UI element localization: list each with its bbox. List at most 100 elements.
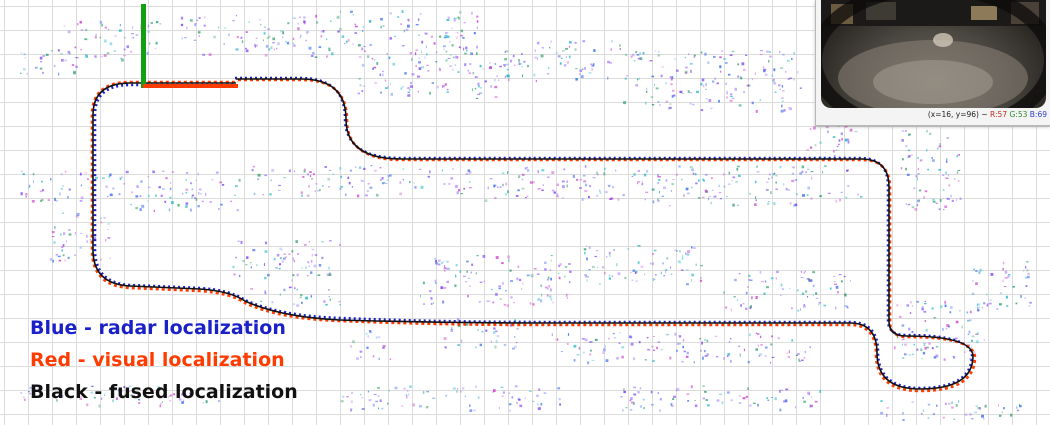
point-cloud-point xyxy=(77,23,79,26)
point-cloud-point xyxy=(218,208,220,210)
point-cloud-point xyxy=(638,341,641,344)
point-cloud-point xyxy=(983,418,985,420)
point-cloud-point xyxy=(791,339,794,342)
point-cloud-point xyxy=(719,197,722,199)
point-cloud-point xyxy=(803,400,806,403)
point-cloud-point xyxy=(466,49,468,52)
point-cloud-point xyxy=(917,199,920,203)
point-cloud-point xyxy=(379,73,382,76)
point-cloud-point xyxy=(685,187,689,191)
point-cloud-point xyxy=(308,46,312,50)
point-cloud-point xyxy=(457,16,460,19)
point-cloud-point xyxy=(203,24,206,27)
point-cloud-point xyxy=(738,345,740,347)
point-cloud-point xyxy=(541,293,543,297)
point-cloud-point xyxy=(580,75,584,79)
point-cloud-point xyxy=(228,33,230,36)
point-cloud-point xyxy=(308,241,310,243)
point-cloud-point xyxy=(237,240,240,242)
point-cloud-point xyxy=(286,41,290,45)
point-cloud-point xyxy=(769,55,772,58)
point-cloud-point xyxy=(927,417,930,420)
point-cloud-point xyxy=(330,20,332,22)
point-cloud-point xyxy=(738,395,741,397)
point-cloud-point xyxy=(369,186,373,189)
point-cloud-point xyxy=(211,179,214,181)
point-cloud-point xyxy=(623,390,626,394)
point-cloud-point xyxy=(543,392,547,394)
point-cloud-point xyxy=(561,351,564,352)
point-cloud-point xyxy=(128,385,131,388)
point-cloud-point xyxy=(204,16,206,19)
point-cloud-point xyxy=(29,392,31,395)
point-cloud-point xyxy=(431,82,434,84)
point-cloud-point xyxy=(630,401,634,404)
point-cloud-point xyxy=(169,187,172,191)
point-cloud-point xyxy=(91,385,94,387)
point-cloud-point xyxy=(809,128,812,130)
point-cloud-point xyxy=(303,20,306,23)
point-cloud-point xyxy=(676,387,680,391)
point-cloud-point xyxy=(734,278,737,282)
point-cloud-point xyxy=(517,397,520,400)
point-cloud-point xyxy=(147,175,150,178)
point-cloud-point xyxy=(283,288,286,292)
point-cloud-point xyxy=(638,181,641,183)
point-cloud-point xyxy=(379,178,383,181)
point-cloud-point xyxy=(591,64,595,67)
point-cloud-point xyxy=(845,294,847,297)
point-cloud-point xyxy=(629,399,632,402)
point-cloud-point xyxy=(100,221,102,224)
point-cloud-point xyxy=(455,264,458,267)
point-cloud-point xyxy=(546,294,549,297)
point-cloud-point xyxy=(496,75,498,77)
point-cloud-point xyxy=(686,393,690,395)
point-cloud-point xyxy=(818,301,821,304)
point-cloud-point xyxy=(50,258,52,261)
point-cloud-point xyxy=(469,63,472,65)
point-cloud-point xyxy=(593,49,596,52)
point-cloud-point xyxy=(702,178,704,181)
point-cloud-point xyxy=(439,69,441,71)
point-cloud-point xyxy=(98,404,101,408)
point-cloud-point xyxy=(270,179,272,181)
point-cloud-point xyxy=(454,17,457,20)
point-cloud-point xyxy=(650,390,653,394)
point-cloud-point xyxy=(508,259,510,262)
point-cloud-point xyxy=(785,388,789,391)
camera-preview-window[interactable]: (x=16, y=96) ~ R:57 G:53 B:69 xyxy=(815,0,1050,126)
point-cloud-point xyxy=(732,203,735,207)
point-cloud-point xyxy=(382,73,384,77)
point-cloud-point xyxy=(800,308,801,311)
point-cloud-point xyxy=(119,395,122,397)
point-cloud-point xyxy=(808,392,810,396)
point-cloud-point xyxy=(322,30,325,33)
point-cloud-point xyxy=(657,174,659,178)
point-cloud-point xyxy=(693,173,695,176)
point-cloud-point xyxy=(745,291,748,295)
point-cloud-point xyxy=(358,56,362,58)
point-cloud-point xyxy=(494,345,497,349)
point-cloud-point xyxy=(807,391,810,395)
point-cloud-point xyxy=(705,88,707,90)
point-cloud-point xyxy=(750,305,752,309)
point-cloud-point xyxy=(60,188,63,190)
point-cloud-point xyxy=(132,36,134,39)
point-cloud-point xyxy=(675,173,678,176)
point-cloud-point xyxy=(249,262,252,264)
point-cloud-point xyxy=(819,390,821,393)
point-cloud-point xyxy=(943,358,946,361)
point-cloud-point xyxy=(917,177,918,181)
point-cloud-point xyxy=(835,285,839,289)
point-cloud-point xyxy=(779,88,781,90)
point-cloud-point xyxy=(904,353,907,356)
point-cloud-point xyxy=(908,155,911,158)
point-cloud-point xyxy=(131,33,134,35)
point-cloud-point xyxy=(597,266,599,268)
point-cloud-point xyxy=(29,386,32,389)
point-cloud-point xyxy=(608,251,611,255)
point-cloud-point xyxy=(695,263,697,266)
point-cloud-point xyxy=(514,64,516,66)
point-cloud-point xyxy=(138,398,141,401)
